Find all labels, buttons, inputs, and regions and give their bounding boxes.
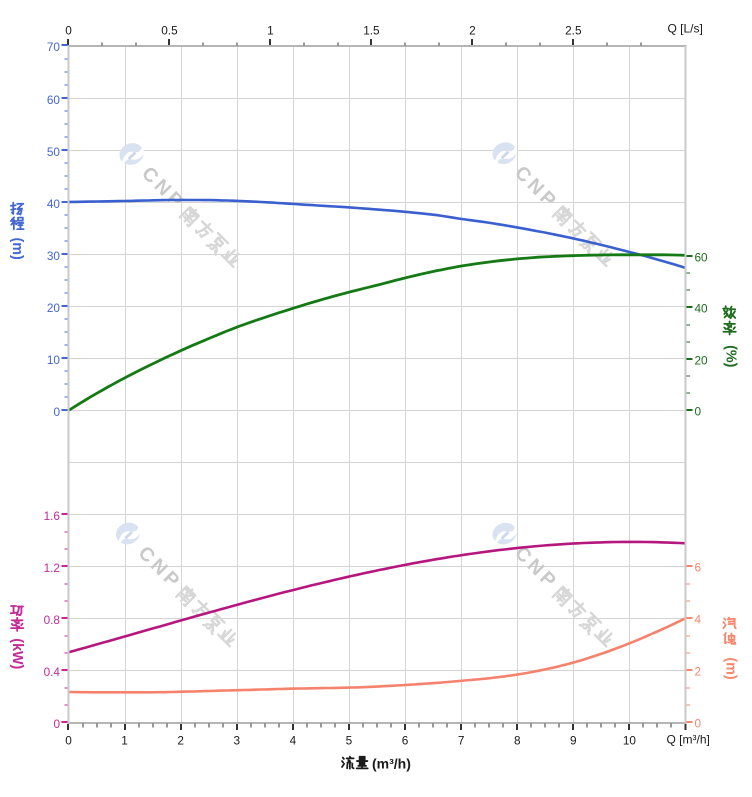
svg-text:2: 2 [177, 733, 184, 747]
svg-text:1.5: 1.5 [363, 24, 380, 38]
svg-text:2: 2 [469, 24, 476, 38]
svg-text:1.2: 1.2 [44, 561, 60, 575]
svg-text:(%): (%) [723, 345, 739, 367]
svg-text:(kW): (kW) [9, 638, 25, 669]
svg-text:CNP: CNP [510, 542, 562, 594]
svg-text:(m): (m) [9, 237, 25, 259]
svg-text:40: 40 [695, 302, 709, 316]
svg-text:1.6: 1.6 [44, 509, 61, 523]
svg-text:20: 20 [47, 301, 61, 315]
svg-text:40: 40 [47, 197, 61, 211]
svg-text:4: 4 [290, 733, 297, 747]
svg-text:30: 30 [47, 249, 61, 263]
svg-text:10: 10 [623, 733, 637, 747]
svg-text:3: 3 [233, 733, 240, 747]
svg-text:0: 0 [65, 24, 72, 38]
svg-text:1: 1 [267, 24, 274, 38]
svg-text:60: 60 [695, 251, 709, 265]
svg-text:70: 70 [47, 40, 61, 54]
svg-text:0.8: 0.8 [44, 613, 61, 627]
svg-text:5: 5 [346, 733, 353, 747]
svg-text:CNP: CNP [134, 542, 186, 594]
svg-text:9: 9 [570, 733, 577, 747]
svg-text:2.5: 2.5 [565, 24, 582, 38]
svg-text:4: 4 [695, 613, 702, 627]
svg-text:Q [m³/h]: Q [m³/h] [667, 733, 710, 747]
svg-text:Q [L/s]: Q [L/s] [668, 22, 703, 36]
svg-text:20: 20 [695, 354, 709, 368]
svg-text:0: 0 [695, 405, 702, 419]
svg-text:8: 8 [514, 733, 521, 747]
svg-text:2: 2 [695, 665, 702, 679]
svg-text:1: 1 [121, 733, 128, 747]
svg-text:CNP: CNP [510, 162, 562, 214]
svg-text:60: 60 [47, 93, 61, 107]
svg-text:0: 0 [53, 405, 60, 419]
svg-text:7: 7 [458, 733, 465, 747]
svg-text:10: 10 [47, 353, 61, 367]
svg-text:(m³/h): (m³/h) [372, 756, 411, 772]
svg-text:6: 6 [402, 733, 409, 747]
svg-text:50: 50 [47, 145, 61, 159]
svg-text:0: 0 [695, 717, 702, 731]
svg-text:6: 6 [695, 561, 702, 575]
svg-text:0: 0 [53, 717, 60, 731]
svg-text:(m): (m) [723, 657, 739, 679]
svg-text:0: 0 [65, 733, 72, 747]
svg-text:0.4: 0.4 [44, 665, 61, 679]
svg-text:0.5: 0.5 [161, 24, 178, 38]
